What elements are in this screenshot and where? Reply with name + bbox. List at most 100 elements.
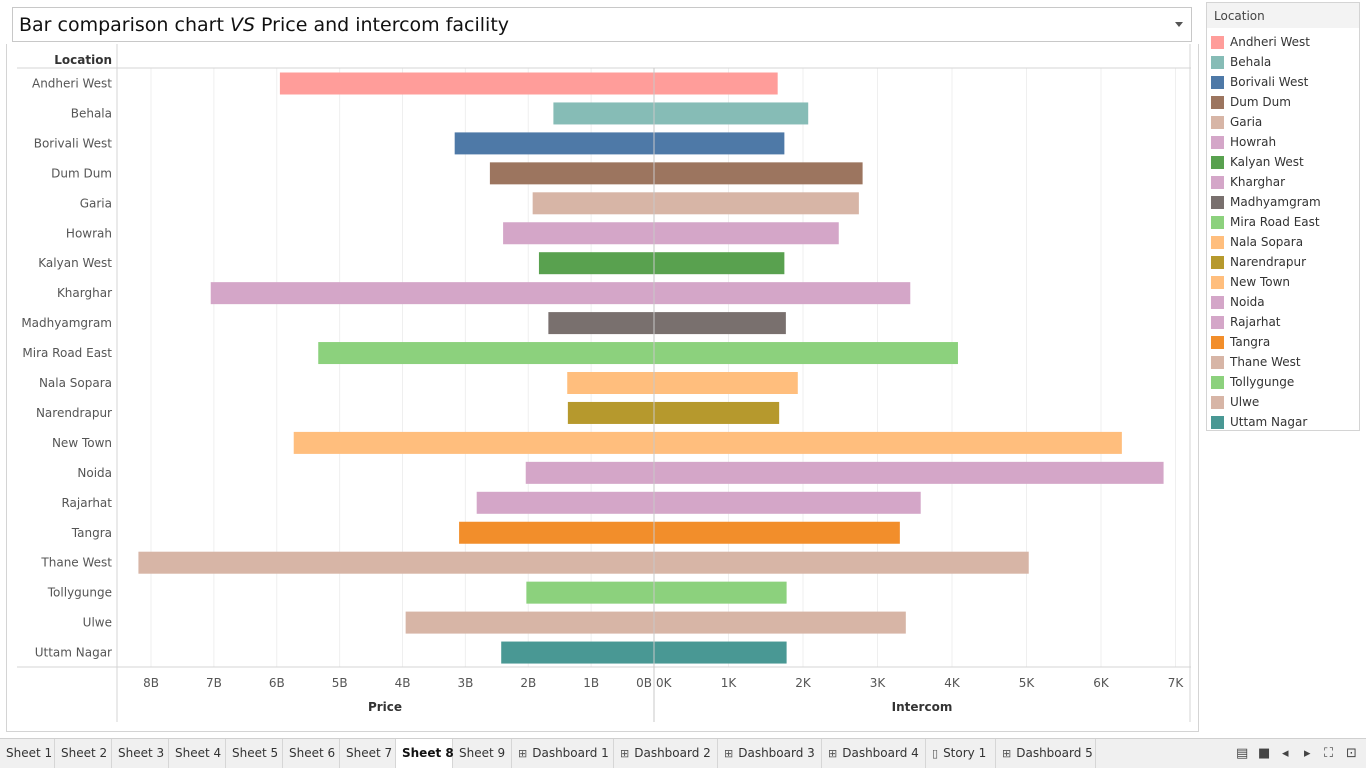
legend-item[interactable]: Tollygunge [1211,372,1294,392]
legend-item[interactable]: Howrah [1211,132,1276,152]
grid-view-icon[interactable]: ■ [1258,746,1271,761]
tab-story-1[interactable]: ▯ Story 1 [926,739,996,768]
intercom-bar[interactable] [654,551,1029,574]
x-tick-label: 8B [143,676,159,690]
intercom-bar[interactable] [654,611,906,634]
x-axis-title-price: Price [368,700,402,714]
category-label: Ulwe [83,616,112,630]
legend-item[interactable]: Andheri West [1211,32,1310,52]
chart-title-box[interactable]: Bar comparison chart VS Price and interc… [12,7,1192,42]
tab-sheet-7[interactable]: Sheet 7 [340,739,396,768]
intercom-bar[interactable] [654,491,921,514]
legend-item[interactable]: Tangra [1211,332,1270,352]
legend-item[interactable]: Behala [1211,52,1271,72]
price-bar[interactable] [538,252,654,275]
tab-sheet-4[interactable]: Sheet 4 [169,739,226,768]
intercom-bar[interactable] [654,312,786,335]
price-bar[interactable] [459,521,654,544]
price-bar[interactable] [138,551,655,574]
intercom-bar[interactable] [654,581,787,604]
price-bar[interactable] [526,581,654,604]
intercom-bar[interactable] [654,521,900,544]
tab-dashboard-2[interactable]: ⊞ Dashboard 2 [614,739,718,768]
film-strip-icon[interactable]: ▤ [1236,746,1249,761]
legend-item[interactable]: Mira Road East [1211,212,1320,232]
price-bar[interactable] [210,282,654,305]
intercom-bar[interactable] [654,372,798,394]
tab-dashboard-1[interactable]: ⊞ Dashboard 1 [512,739,614,768]
intercom-bar[interactable] [654,132,785,155]
x-tick-label: 0K [656,676,673,690]
legend-item[interactable]: Nala Sopara [1211,232,1303,252]
price-bar[interactable] [454,132,654,155]
tab-label: Sheet 4 [175,746,222,760]
tab-dashboard-3[interactable]: ⊞ Dashboard 3 [718,739,822,768]
intercom-bar[interactable] [654,222,839,245]
price-bar[interactable] [567,372,654,394]
legend-swatch [1211,295,1224,309]
price-bar[interactable] [553,102,654,125]
dashboard-icon: ⊞ [724,747,734,760]
prev-icon[interactable]: ◂ [1282,746,1289,761]
category-label: Mira Road East [22,346,112,360]
chevron-down-icon[interactable] [1175,22,1183,27]
intercom-bar[interactable] [654,102,809,125]
intercom-bar[interactable] [654,401,780,424]
price-bar[interactable] [532,192,654,215]
intercom-bar[interactable] [654,252,785,275]
price-bar[interactable] [503,222,654,245]
tab-sheet-6[interactable]: Sheet 6 [283,739,340,768]
x-tick-label: 3K [870,676,887,690]
tab-sheet-1[interactable]: Sheet 1 [0,739,55,768]
price-bar[interactable] [567,401,654,424]
legend-item[interactable]: Rajarhat [1211,312,1281,332]
legend-item[interactable]: Uttam Nagar [1211,412,1307,432]
price-bar[interactable] [405,611,654,634]
legend-item[interactable]: Kharghar [1211,172,1285,192]
legend-title: Location [1207,3,1359,28]
legend-item[interactable]: Narendrapur [1211,252,1306,272]
legend-item[interactable]: Kalyan West [1211,152,1304,172]
legend-swatch [1211,155,1224,169]
intercom-bar[interactable] [654,162,863,185]
price-bar[interactable] [489,162,654,185]
price-bar[interactable] [318,342,654,365]
tab-dashboard-4[interactable]: ⊞ Dashboard 4 [822,739,926,768]
intercom-bar[interactable] [654,192,859,215]
legend-item[interactable]: Madhyamgram [1211,192,1321,212]
tab-sheet-3[interactable]: Sheet 3 [112,739,169,768]
tab-sheet-2[interactable]: Sheet 2 [55,739,112,768]
legend-item[interactable]: Borivali West [1211,72,1308,92]
intercom-bar[interactable] [654,641,787,664]
category-label: Dum Dum [51,166,112,180]
legend-item[interactable]: Ulwe [1211,392,1259,412]
x-tick-label: 6K [1093,676,1110,690]
price-bar[interactable] [293,431,654,454]
tab-label: Dashboard 1 [532,746,609,760]
price-bar[interactable] [525,461,654,484]
price-bar[interactable] [548,312,654,335]
intercom-bar[interactable] [654,431,1122,454]
tab-dashboard-5[interactable]: ⊞ Dashboard 5 [996,739,1096,768]
intercom-bar[interactable] [654,282,911,305]
intercom-bar[interactable] [654,342,958,365]
intercom-bar[interactable] [654,72,778,95]
intercom-bar[interactable] [654,461,1164,484]
tab-sheet-8[interactable]: Sheet 8 [396,739,454,768]
present-icon[interactable]: ⊡ [1346,746,1357,761]
chart-title: Bar comparison chart VS Price and interc… [19,14,509,36]
legend-item[interactable]: New Town [1211,272,1290,292]
legend-item[interactable]: Garia [1211,112,1262,132]
tab-sheet-5[interactable]: Sheet 5 [226,739,283,768]
legend-item[interactable]: Noida [1211,292,1265,312]
legend-swatch [1211,35,1224,49]
price-bar[interactable] [501,641,654,664]
tab-sheet-9[interactable]: Sheet 9 [453,739,512,768]
legend-item[interactable]: Thane West [1211,352,1301,372]
next-icon[interactable]: ▸ [1304,746,1311,761]
legend-item[interactable]: Dum Dum [1211,92,1291,112]
legend-label: Uttam Nagar [1230,415,1308,429]
price-bar[interactable] [476,491,654,514]
fullscreen-icon[interactable]: ⛶ [1324,746,1334,761]
price-bar[interactable] [279,72,654,95]
